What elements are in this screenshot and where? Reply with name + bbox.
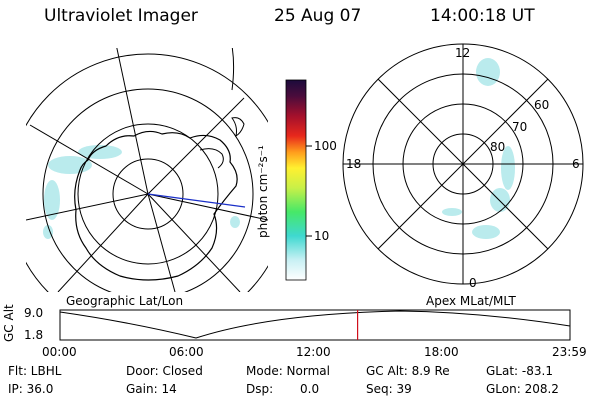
timeline-xtick: 18:00 [424, 345, 459, 359]
meridian-line [26, 193, 149, 221]
status-glon: GLon: 208.2 [486, 382, 559, 396]
mlt-label-dusk: 18 [346, 157, 362, 171]
timeline-ytick: 9.0 [24, 306, 44, 320]
status-glat: GLat: -83.1 [486, 364, 553, 378]
altitude-plot-frame [59, 309, 571, 341]
meridian-line [57, 193, 149, 292]
meridian-line [147, 193, 241, 292]
colorbar-unit-label: photon cm⁻²s⁻¹ [256, 145, 270, 238]
meridian-line [147, 193, 268, 221]
coast-detail [231, 48, 235, 91]
coast-detail [199, 148, 224, 169]
colorbar-tick-label: 10 [314, 229, 330, 243]
altitude-curve [59, 310, 571, 339]
status-door: Door: Closed [126, 364, 203, 378]
status-mode: Mode: Normal [246, 364, 330, 378]
status-gain: Gain: 14 [126, 382, 177, 396]
timeline-xtick: 00:00 [42, 345, 77, 359]
mlt-label-midnight: 0 [469, 276, 477, 290]
meridian-line [147, 97, 245, 195]
mlt-line [377, 78, 549, 250]
lat-circle [26, 53, 268, 292]
mlat-label-80: 80 [490, 140, 506, 154]
meridian-line [116, 48, 149, 195]
status-gc-alt: GC Alt: 8.9 Re [366, 364, 450, 378]
instrument-title: Ultraviolet Imager [44, 6, 198, 26]
meridian-line [29, 124, 149, 195]
timeline-xtick: 06:00 [169, 345, 204, 359]
lat-circle [112, 158, 184, 230]
antarctica-coastline [74, 130, 238, 281]
timeline-ytick: 1.8 [24, 328, 44, 342]
lat-circle [77, 123, 219, 265]
observation-time: 14:00:18 UT [430, 6, 535, 26]
left-panel-caption: Geographic Lat/Lon [66, 294, 184, 308]
status-seq: Seq: 39 [366, 382, 412, 396]
colorbar [285, 79, 307, 281]
south-america-outline [231, 117, 245, 138]
mlt-label-dawn: 6 [572, 157, 580, 171]
observation-date: 25 Aug 07 [274, 6, 362, 26]
colorbar-tick-label: 100 [314, 139, 337, 153]
right-panel-caption: Apex MLat/MLT [426, 294, 516, 308]
mlat-label-60: 60 [534, 98, 550, 112]
terminator-line [147, 193, 246, 208]
meridian-line [147, 193, 176, 292]
mlt-label-noon: 12 [455, 46, 471, 60]
lat-circle [42, 88, 254, 292]
timeline-xtick: 12:00 [296, 345, 331, 359]
status-dsp-value: 0.0 [300, 382, 320, 396]
status-filter: Flt: LBHL [8, 364, 62, 378]
timeline-xtick: 23:59 [552, 345, 587, 359]
magnetic-polar-plot [342, 43, 584, 285]
aurora-emission [43, 145, 240, 239]
status-ip: IP: 36.0 [8, 382, 54, 396]
timeline-ylabel: GC Alt [2, 304, 16, 342]
mlat-label-70: 70 [512, 120, 528, 134]
status-dsp-label: Dsp: [246, 382, 274, 396]
